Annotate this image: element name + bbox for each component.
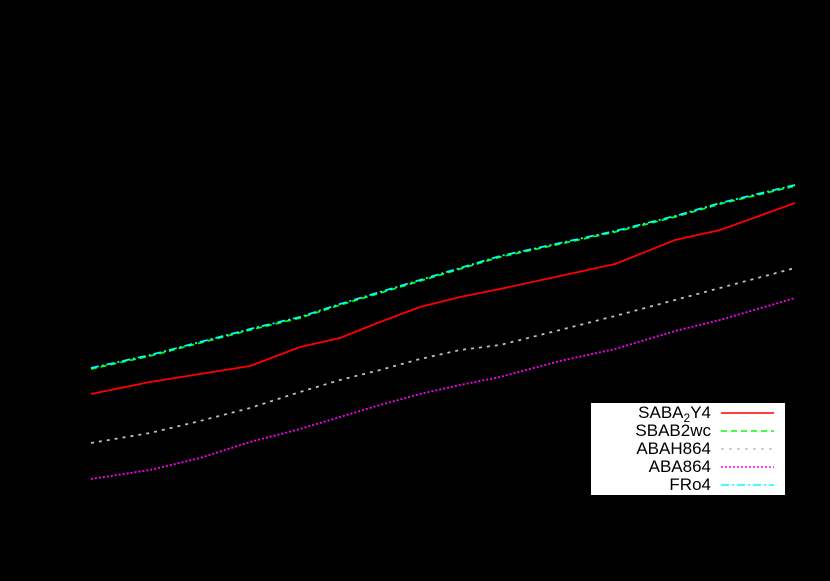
legend-label: FRo4 [669, 475, 711, 494]
series-line-saba2y4 [90, 202, 796, 395]
legend-item-fro4: FRo4 [591, 476, 785, 494]
series-line-abah864 [90, 267, 796, 444]
series-line-sbab2wc [90, 185, 796, 370]
legend-label: ABA864 [648, 457, 711, 476]
legend-label: SABA2Y4 [638, 403, 711, 425]
legend-item-aba864: ABA864 [591, 458, 785, 476]
legend-swatch-dotted-gray [721, 448, 774, 450]
legend-item-sbab2wc: SBAB2wc [591, 422, 785, 440]
series-layer [90, 184, 796, 480]
legend-label: SBAB2wc [635, 421, 711, 440]
legend-swatch-solid-red [721, 412, 774, 414]
series-line-aba864 [90, 297, 796, 480]
legend-item-abah864: ABAH864 [591, 440, 785, 458]
legend: SABA2Y4 SBAB2wc ABAH864 ABA864 FRo4 [591, 403, 785, 495]
legend-label: ABAH864 [636, 439, 711, 458]
legend-swatch-dashdot-cyan [721, 484, 774, 486]
legend-item-saba2y4: SABA2Y4 [591, 403, 785, 425]
legend-swatch-dotted-magenta [721, 466, 774, 468]
legend-swatch-dashed-green [721, 430, 774, 432]
series-line-fro4 [90, 184, 796, 369]
